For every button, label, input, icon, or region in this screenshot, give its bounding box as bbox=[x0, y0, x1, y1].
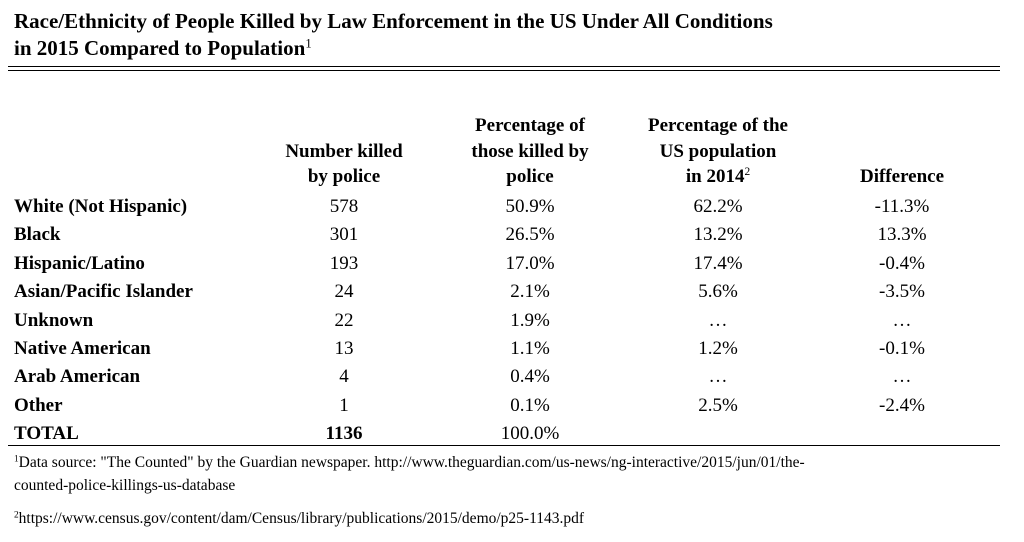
cell: 17.4% bbox=[693, 252, 743, 274]
title-rule bbox=[8, 66, 1000, 67]
column-header-text: by police bbox=[307, 166, 381, 187]
footnote-line: 2https://www.census.gov/content/dam/Cens… bbox=[14, 508, 584, 530]
cell: -0.1% bbox=[879, 338, 925, 359]
column-header-text: US population bbox=[659, 140, 777, 162]
column-header-text: in 2014 bbox=[685, 166, 745, 187]
cell: 1.2% bbox=[698, 338, 738, 359]
column-header: in 20142 bbox=[686, 166, 750, 188]
header-note: 2 bbox=[744, 166, 751, 179]
footnote-text: https://www.census.gov/content/dam/Censu… bbox=[18, 510, 585, 527]
column-header: Percentage of the bbox=[648, 115, 788, 137]
table-rule bbox=[8, 445, 1000, 446]
column-header: by police bbox=[308, 166, 380, 188]
cell: -3.5% bbox=[879, 281, 925, 303]
total-cell: 100.0% bbox=[500, 423, 560, 445]
cell: 17.0% bbox=[505, 252, 555, 274]
cell: 1.9% bbox=[510, 309, 550, 331]
cell: 62.2% bbox=[693, 196, 743, 217]
row-label: Hispanic/Latino bbox=[14, 252, 145, 274]
row-label: White (Not Hispanic) bbox=[14, 196, 188, 217]
footnote-text: counted-police-killings-us-database bbox=[14, 477, 236, 494]
footnote-line: counted-police-killings-us-database bbox=[14, 475, 235, 497]
total-cell: 1136 bbox=[325, 423, 363, 445]
column-header: Percentage of bbox=[475, 115, 585, 137]
title-line: Race/Ethnicity of People Killed by Law E… bbox=[14, 10, 773, 32]
column-header: Difference bbox=[860, 166, 944, 188]
column-header: US population bbox=[660, 141, 777, 163]
footnote-line: 1Data source: "The Counted" by the Guard… bbox=[14, 452, 805, 474]
footnote-text: Data source: "The Counted" by the Guardi… bbox=[18, 454, 805, 471]
cell: 5.6% bbox=[698, 281, 738, 303]
column-header-text: Difference bbox=[859, 166, 945, 187]
row-label: Asian/Pacific Islander bbox=[14, 281, 193, 303]
cell: 13.3% bbox=[877, 224, 927, 246]
cell: 0.1% bbox=[510, 394, 550, 416]
row-label: Native American bbox=[14, 338, 151, 359]
cell: 578 bbox=[329, 196, 359, 217]
column-header-text: Percentage of bbox=[475, 115, 585, 136]
title-line: in 2015 Compared to Population1 bbox=[14, 37, 312, 59]
cell: 2.5% bbox=[698, 394, 738, 416]
cell: 1 bbox=[339, 394, 349, 416]
title-note: 1 bbox=[305, 36, 312, 51]
cell: 50.9% bbox=[505, 196, 555, 217]
cell: … bbox=[708, 366, 728, 388]
row-label: Arab American bbox=[14, 366, 141, 388]
column-header-text: Number killed bbox=[285, 140, 403, 162]
cell: … bbox=[708, 309, 728, 331]
cell: 2.1% bbox=[510, 281, 550, 303]
cell: … bbox=[892, 366, 912, 388]
cell: 1.1% bbox=[510, 338, 550, 359]
column-header-text: those killed by bbox=[471, 140, 589, 162]
cell: -0.4% bbox=[879, 252, 925, 274]
cell: -2.4% bbox=[879, 394, 925, 416]
row-label: Unknown bbox=[14, 309, 94, 331]
cell: 13 bbox=[334, 338, 354, 359]
column-header: those killed by bbox=[471, 141, 588, 163]
cell: 22 bbox=[334, 309, 354, 331]
row-label: Black bbox=[14, 224, 61, 246]
cell: 13.2% bbox=[693, 224, 743, 246]
total-label: TOTAL bbox=[14, 423, 79, 445]
column-header: Number killed bbox=[285, 141, 402, 163]
cell: 193 bbox=[329, 252, 359, 274]
title-text: Race/Ethnicity of People Killed by Law E… bbox=[14, 9, 773, 33]
column-header-text: Percentage of the bbox=[648, 115, 788, 136]
cell: 24 bbox=[334, 281, 354, 303]
cell: -11.3% bbox=[874, 196, 930, 217]
cell: 301 bbox=[329, 224, 359, 246]
column-header-text: police bbox=[506, 166, 554, 187]
column-header: police bbox=[506, 166, 554, 188]
cell: 0.4% bbox=[510, 366, 550, 388]
title-text: in 2015 Compared to Population bbox=[14, 36, 306, 60]
row-label: Other bbox=[14, 394, 63, 416]
title-rule bbox=[8, 70, 1000, 71]
cell: … bbox=[892, 309, 912, 331]
cell: 26.5% bbox=[505, 224, 555, 246]
footnote-marker: 1 bbox=[14, 454, 19, 465]
cell: 4 bbox=[339, 366, 349, 388]
footnote-marker: 2 bbox=[14, 510, 19, 521]
